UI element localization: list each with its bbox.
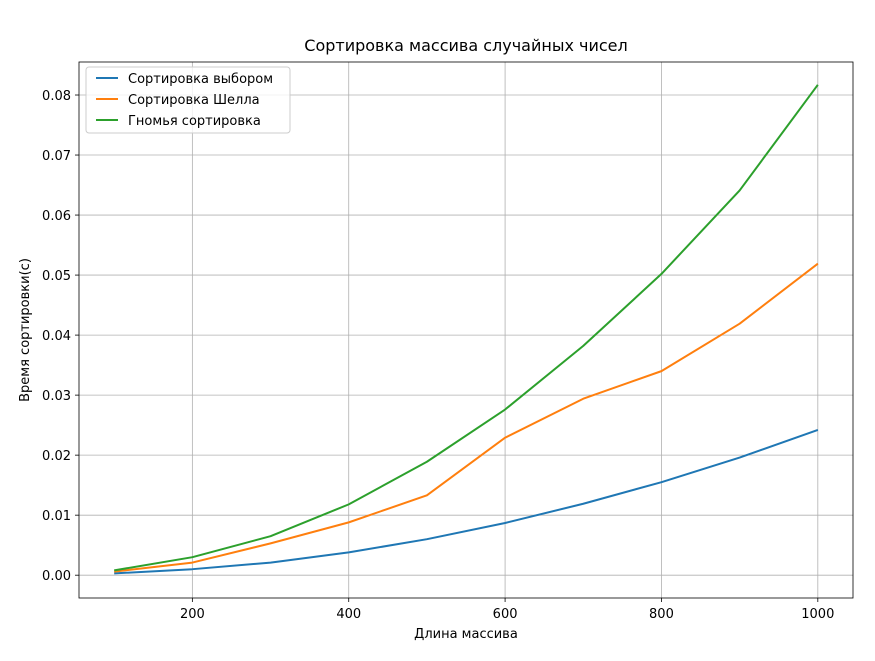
y-tick-label: 0.04 xyxy=(42,329,71,344)
x-axis-label: Длина массива xyxy=(414,627,518,642)
y-tick-label: 0.06 xyxy=(42,209,71,224)
series-line-3 xyxy=(114,84,819,572)
x-tick-label: 200 xyxy=(180,607,205,622)
axis-ticks: 200 400 600 800 1000 0.00 0.01 0.02 0.03 0.04 0.05… xyxy=(42,89,834,622)
y-tick-label: 0.02 xyxy=(42,449,71,464)
legend-label: Сортировка Шелла xyxy=(128,93,260,108)
legend-label: Сортировка выбором xyxy=(128,72,273,87)
grid xyxy=(79,62,853,598)
series-line-1 xyxy=(114,428,819,575)
y-axis-label: Время сортировки(с) xyxy=(18,258,33,402)
y-tick-label: 0.01 xyxy=(42,509,71,524)
y-tick-label: 0.08 xyxy=(42,89,71,104)
x-tick-label: 400 xyxy=(336,607,361,622)
series-lines xyxy=(114,84,819,575)
legend: Сортировка выбором Сортировка Шелла Гномья… xyxy=(85,66,291,134)
y-tick-label: 0.00 xyxy=(42,569,71,584)
x-tick-label: 600 xyxy=(493,607,518,622)
y-tick-label: 0.07 xyxy=(42,149,71,164)
series-line-2 xyxy=(114,262,819,573)
chart-title: Сортировка массива случайных чисел xyxy=(304,36,627,55)
legend-box xyxy=(85,66,291,134)
plot-area-frame xyxy=(78,61,854,599)
y-tick-label: 0.05 xyxy=(42,269,71,284)
y-tick-label: 0.03 xyxy=(42,389,71,404)
x-tick-label: 1000 xyxy=(801,607,834,622)
legend-label: Гномья сортировка xyxy=(128,114,261,129)
x-tick-label: 800 xyxy=(649,607,674,622)
